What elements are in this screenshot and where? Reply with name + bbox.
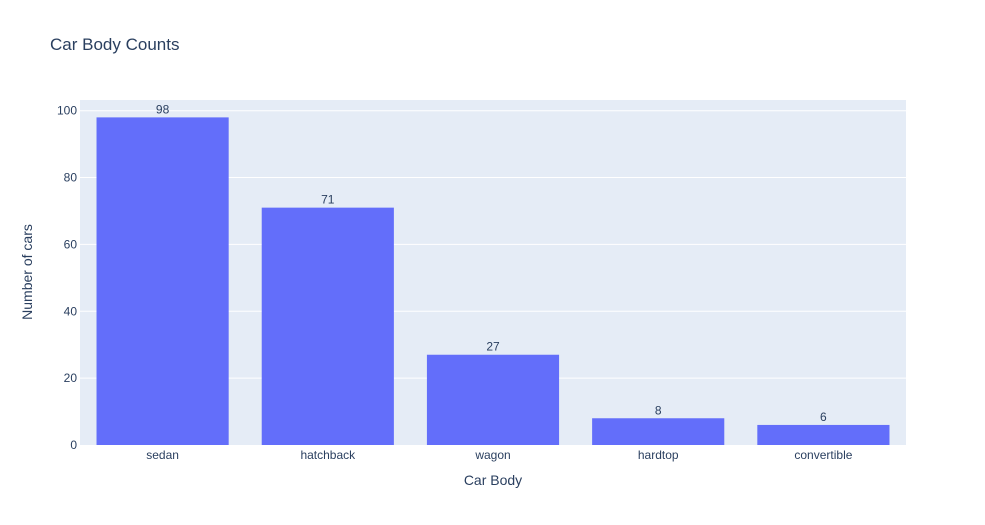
bar-value-label: 8 [655,403,662,417]
bar-sedan [96,117,229,445]
bar-value-label: 6 [820,410,827,424]
chart-title: Car Body Counts [50,35,179,54]
bar-value-label: 27 [486,340,500,354]
x-tick-label: hardtop [638,448,679,462]
bars [96,117,890,445]
y-tick-label: 80 [64,171,78,185]
x-tick-label: convertible [794,448,852,462]
bar-wagon [426,354,560,445]
x-axis-ticks: sedan hatchback wagon hardtop convertible [146,448,852,462]
bar-hatchback [261,207,394,445]
x-tick-label: sedan [146,448,179,462]
x-tick-label: hatchback [300,448,356,462]
y-tick-label: 20 [64,371,78,385]
y-tick-label: 0 [70,438,77,452]
y-tick-label: 60 [64,237,78,251]
bar-value-label: 98 [156,102,170,116]
bar-labels: 98 71 27 8 6 [156,102,827,424]
y-tick-label: 100 [57,104,77,118]
bar-value-label: 71 [321,193,335,207]
x-tick-label: wagon [474,448,510,462]
bar-convertible [757,424,890,445]
bar-hardtop [592,418,725,445]
x-axis-title: Car Body [464,472,522,488]
y-axis-ticks: 0 20 40 60 80 100 [57,104,77,452]
y-axis-title: Number of cars [19,224,35,320]
y-tick-label: 40 [64,304,78,318]
